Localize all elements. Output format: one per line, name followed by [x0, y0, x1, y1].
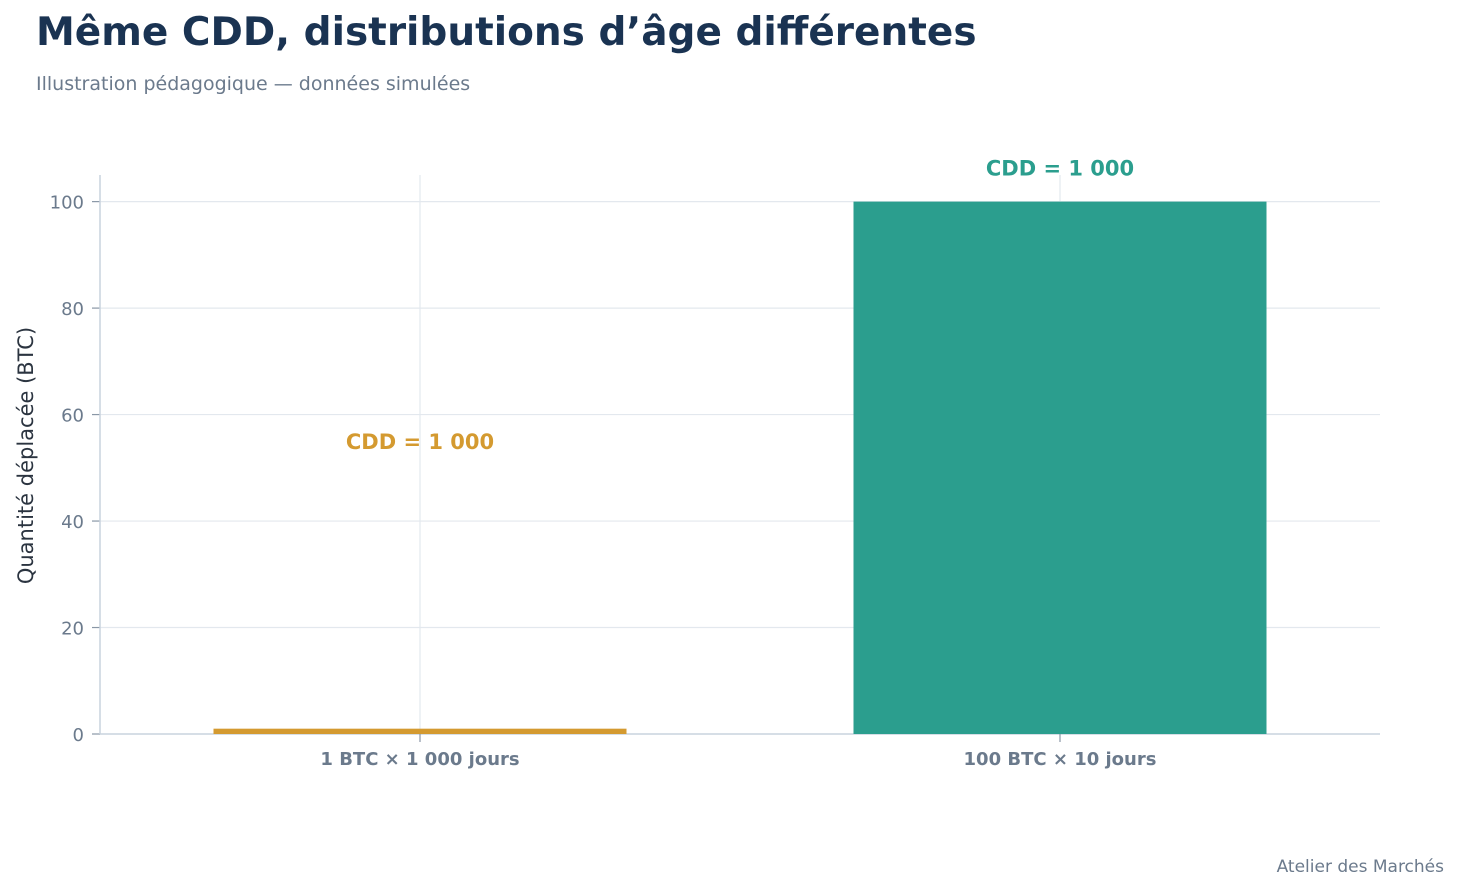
y-tick-label: 0 [73, 725, 84, 746]
y-axis-label: Quantité déplacée (BTC) [14, 327, 38, 584]
x-tick-label: 100 BTC × 10 jours [964, 749, 1157, 770]
source-credit: Atelier des Marchés [1276, 857, 1444, 877]
x-tick-label: 1 BTC × 1 000 jours [320, 749, 519, 770]
y-tick-label: 20 [61, 619, 84, 640]
bar [213, 728, 627, 734]
bar [853, 201, 1267, 735]
y-tick-label: 80 [61, 299, 84, 320]
data-label: CDD = 1 000 [346, 430, 494, 454]
labels: 1 BTC × 1 000 jours 100 BTC × 10 jours Qua… [14, 157, 1156, 770]
y-tick-label: 40 [61, 512, 84, 533]
chart-subtitle: Illustration pédagogique — données simul… [36, 73, 471, 95]
y-tick-label: 100 [50, 193, 84, 214]
y-tick-label: 60 [61, 406, 84, 427]
chart-title: Même CDD, distributions d’âge différente… [36, 10, 977, 55]
bars [213, 201, 1267, 735]
data-label: CDD = 1 000 [986, 157, 1134, 181]
